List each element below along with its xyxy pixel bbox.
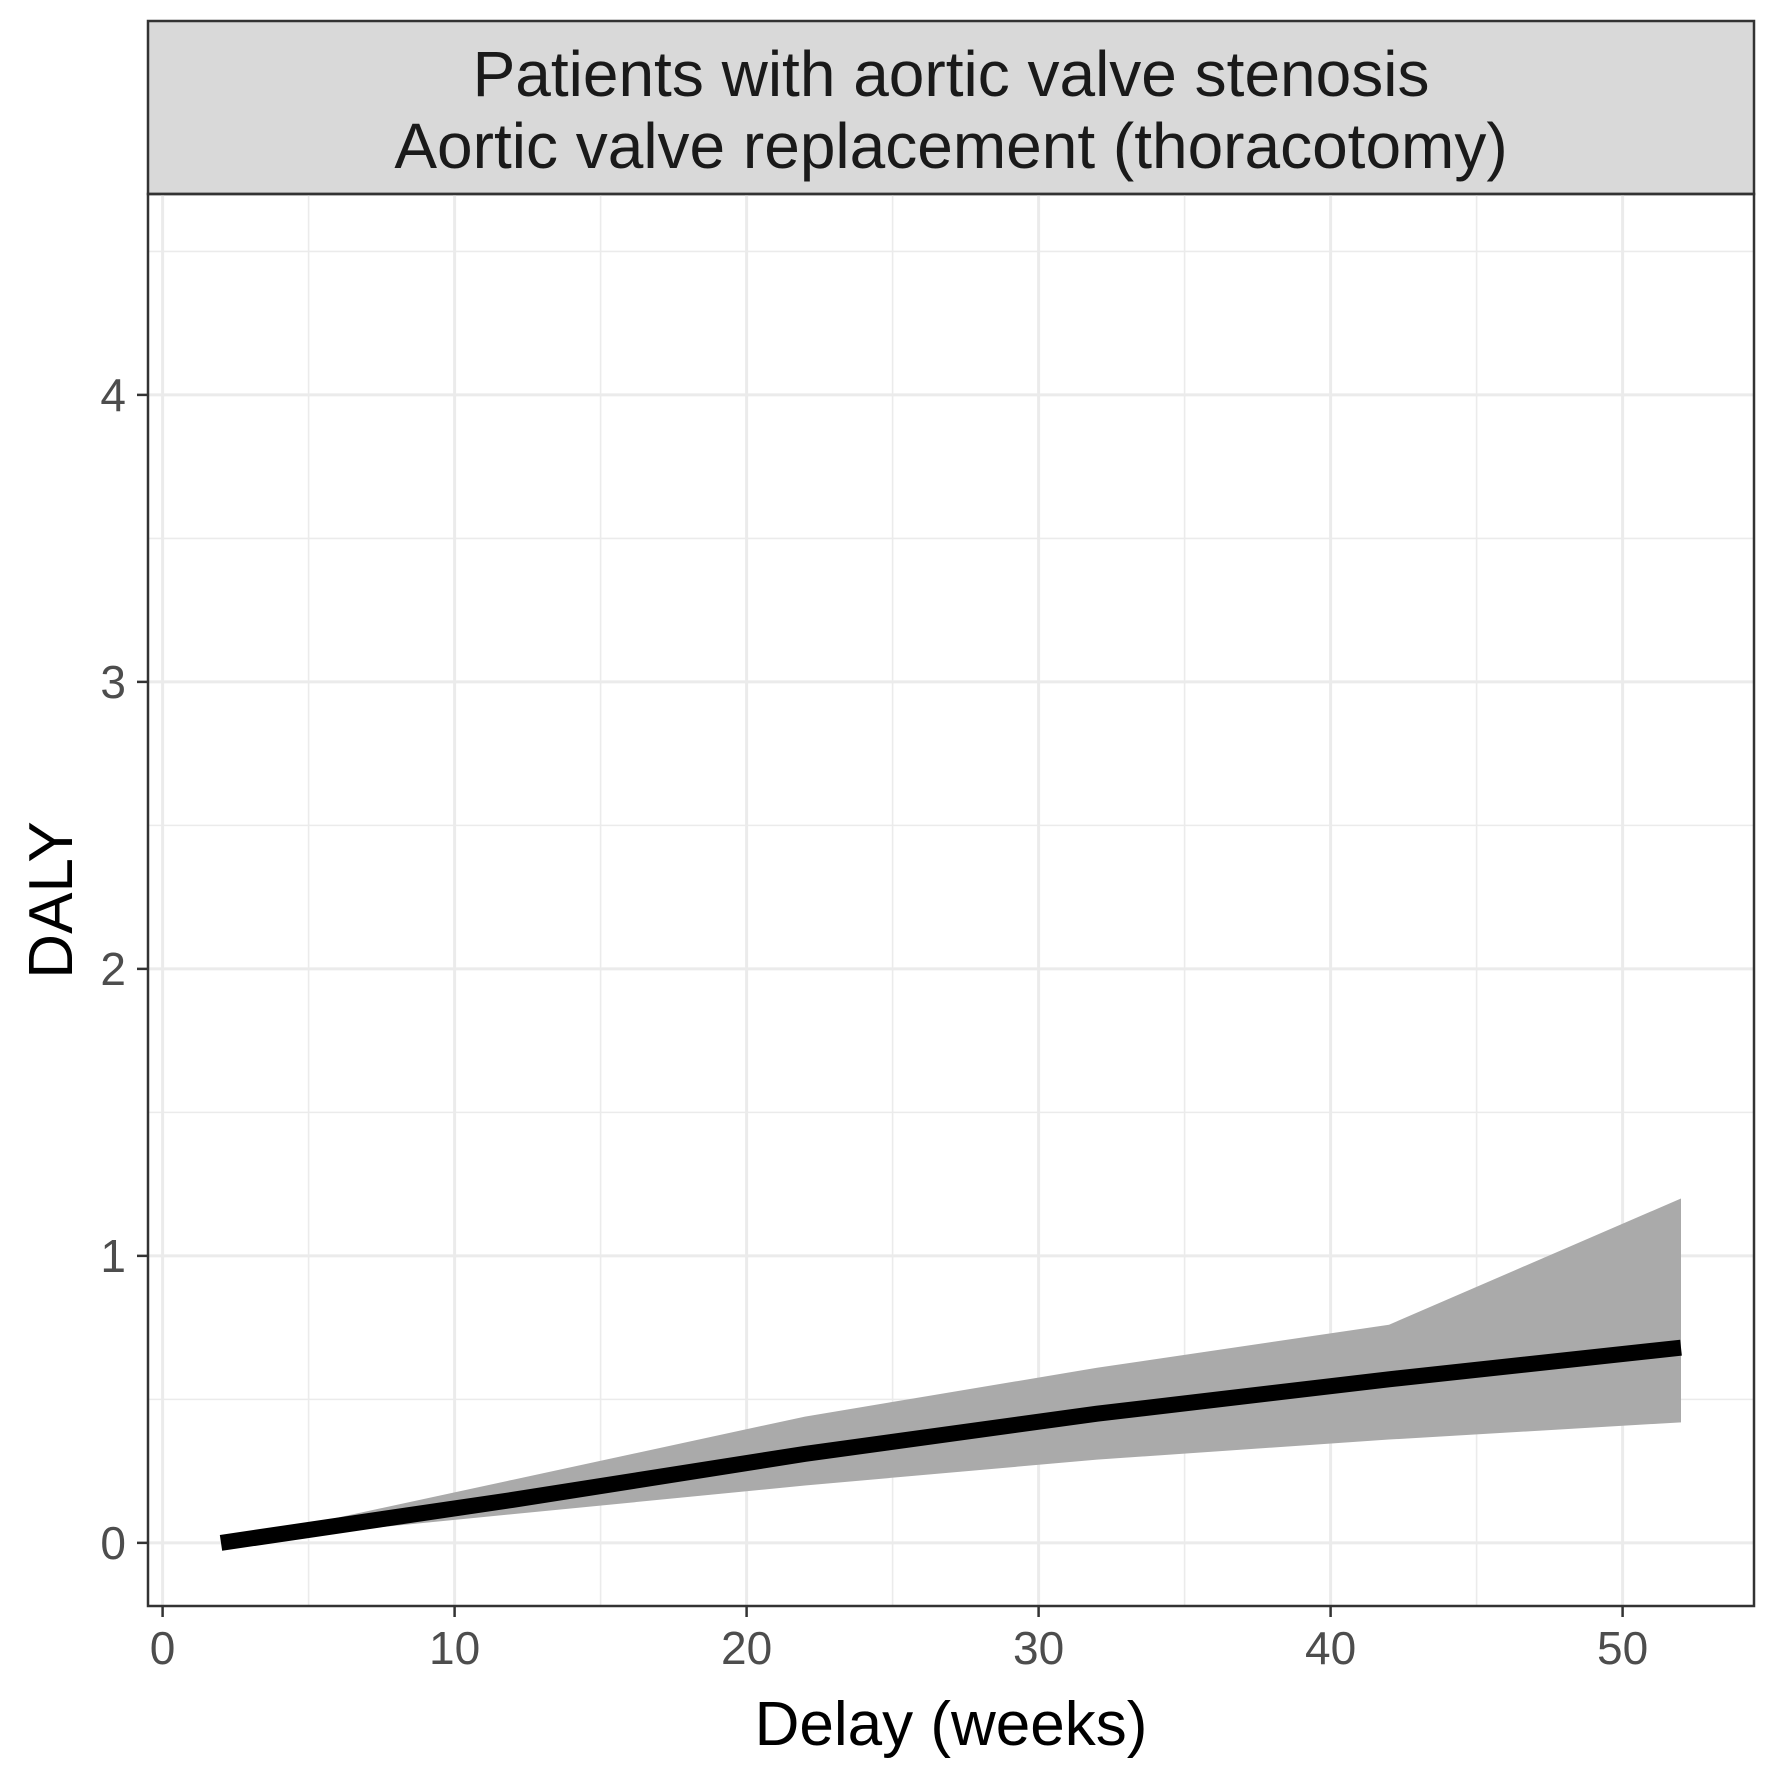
panel-border <box>146 192 1756 1608</box>
y-tick-label: 2 <box>100 943 126 995</box>
series-line-path <box>219 1339 1682 1551</box>
y-tick-label: 3 <box>100 656 126 708</box>
x-tick-label: 20 <box>721 1622 772 1674</box>
y-axis: 0 1 2 3 4 <box>100 369 148 1569</box>
x-tick-label: 10 <box>429 1622 480 1674</box>
series-line <box>219 1339 1682 1551</box>
confidence-band-area <box>221 1198 1681 1543</box>
x-axis: 0 10 20 30 40 50 <box>150 1606 1648 1674</box>
x-tick-label: 40 <box>1305 1622 1356 1674</box>
y-tick-label: 1 <box>100 1230 126 1282</box>
strip-title-line-1: Patients with aortic valve stenosis <box>473 38 1430 110</box>
y-axis-title: DALY <box>17 821 86 978</box>
x-axis-title: Delay (weeks) <box>755 1690 1148 1759</box>
x-tick-label: 50 <box>1597 1622 1648 1674</box>
confidence-band <box>221 1198 1681 1543</box>
strip-background <box>146 19 1756 196</box>
y-tick-label: 4 <box>100 369 126 421</box>
x-tick-label: 0 <box>150 1622 176 1674</box>
x-tick-label: 30 <box>1013 1622 1064 1674</box>
y-tick-label: 0 <box>100 1517 126 1569</box>
strip-title-line-2: Aortic valve replacement (thoracotomy) <box>394 110 1507 182</box>
grid-lines <box>148 194 1754 1606</box>
